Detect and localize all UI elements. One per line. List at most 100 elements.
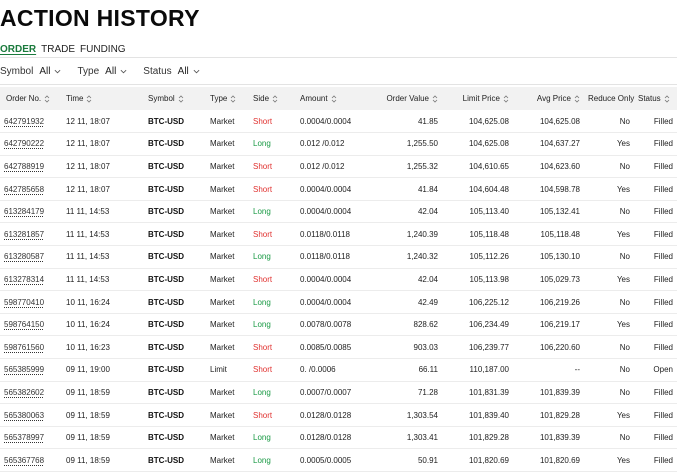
tab-trade[interactable]: TRADE	[41, 44, 76, 55]
amount-value: 0.0005/0.0005	[300, 455, 352, 465]
symbol-cell: BTC-USD	[144, 200, 206, 224]
col-side-label: Side	[253, 94, 270, 103]
table-row[interactable]: 565378997 09 11, 18:59 BTC-USD Market Long 0.…	[0, 426, 677, 450]
symbol-filter-select[interactable]: All	[39, 66, 61, 77]
order-no-value[interactable]: 565380063	[4, 410, 45, 420]
tab-funding[interactable]: FUNDING	[80, 44, 126, 55]
status-cell: Filled	[634, 381, 677, 405]
col-status[interactable]: Status	[634, 87, 677, 110]
table-row[interactable]: 565385999 09 11, 19:00 BTC-USD Limit Short 0.…	[0, 358, 677, 382]
col-time[interactable]: Time	[62, 87, 144, 110]
table-row[interactable]: 598770410 10 11, 16:24 BTC-USD Market Long 0.…	[0, 290, 677, 314]
amount-cell: 0.0004/0.0004	[296, 268, 373, 292]
status-value: Filled	[653, 320, 673, 330]
type-value: Market	[210, 139, 235, 149]
table-row[interactable]: 642788919 12 11, 18:07 BTC-USD Market Short 0…	[0, 155, 677, 179]
symbol-cell: BTC-USD	[144, 245, 206, 269]
order-no-value[interactable]: 613284179	[4, 207, 45, 217]
limit-price-value: 101,831.39	[468, 387, 509, 397]
table-row[interactable]: 598764150 10 11, 16:24 BTC-USD Market Long 0.…	[0, 313, 677, 337]
order-value-value: 41.85	[417, 116, 438, 126]
col-symbol[interactable]: Symbol	[144, 87, 206, 110]
side-cell: Long	[249, 200, 296, 224]
order-no-value[interactable]: 642785658	[4, 184, 45, 194]
limit-price-cell: 104,610.65	[442, 155, 513, 179]
order-no-value[interactable]: 642790222	[4, 139, 45, 149]
reduce-only-cell: No	[584, 155, 634, 179]
reduce-only-cell: No	[584, 110, 634, 134]
col-time-label: Time	[66, 94, 84, 103]
type-cell: Market	[206, 200, 249, 224]
status-cell: Filled	[634, 222, 677, 247]
type-filter-select[interactable]: All	[105, 66, 127, 77]
order-value-cell: 41.84	[373, 177, 442, 201]
reduce-only-value: No	[619, 297, 630, 307]
tab-order[interactable]: ORDER	[0, 44, 37, 55]
limit-price-cell: 101,831.39	[442, 381, 513, 405]
order-no-value[interactable]: 642791932	[4, 116, 45, 126]
order-no-cell: 565385999	[0, 358, 62, 382]
order-no-value[interactable]: 565382602	[4, 387, 45, 397]
col-limit-price[interactable]: Limit Price	[442, 87, 513, 110]
amount-cell: 0.0078/0.0078	[296, 313, 373, 337]
order-no-value[interactable]: 613278314	[4, 274, 45, 284]
table-row[interactable]: 598761560 10 11, 16:23 BTC-USD Market Short 0…	[0, 335, 677, 360]
time-cell: 12 11, 18:07	[62, 177, 144, 201]
time-cell: 10 11, 16:23	[62, 335, 144, 360]
type-cell: Market	[206, 155, 249, 179]
table-row[interactable]: 565382602 09 11, 18:59 BTC-USD Market Long 0.…	[0, 381, 677, 405]
col-avg-price[interactable]: Avg Price	[513, 87, 584, 110]
order-no-value[interactable]: 613281857	[4, 229, 45, 239]
table-row[interactable]: 613281857 11 11, 14:53 BTC-USD Market Short 0…	[0, 222, 677, 247]
type-value: Market	[210, 161, 235, 171]
order-no-value[interactable]: 598764150	[4, 320, 45, 330]
avg-price-cell: 104,637.27	[513, 132, 584, 156]
order-no-value[interactable]: 565385999	[4, 365, 45, 375]
order-value-cell: 1,303.54	[373, 403, 442, 427]
order-no-value[interactable]: 613280587	[4, 252, 45, 262]
table-row[interactable]: 565380063 09 11, 18:59 BTC-USD Market Short 0…	[0, 403, 677, 427]
limit-price-cell: 104,625.08	[442, 110, 513, 134]
order-no-value[interactable]: 598770410	[4, 297, 45, 307]
col-order-value[interactable]: Order Value	[373, 87, 442, 110]
order-value-value: 71.28	[417, 387, 438, 397]
table-row[interactable]: 642791932 12 11, 18:07 BTC-USD Market Short 0…	[0, 110, 677, 134]
table-row[interactable]: 613280587 11 11, 14:53 BTC-USD Market Long 0.…	[0, 245, 677, 269]
avg-price-cell: 105,118.48	[513, 222, 584, 247]
col-order-no[interactable]: Order No.	[0, 87, 62, 110]
type-cell: Market	[206, 335, 249, 360]
order-no-value[interactable]: 598761560	[4, 342, 45, 352]
time-value: 11 11, 14:53	[66, 207, 110, 217]
order-no-value[interactable]: 565367768	[4, 455, 45, 465]
amount-value: 0.012 /0.012	[300, 139, 345, 149]
status-value: Filled	[653, 139, 673, 149]
time-value: 09 11, 18:59	[66, 455, 110, 465]
avg-price-value: 101,829.28	[539, 410, 580, 420]
table-row[interactable]: 642790222 12 11, 18:07 BTC-USD Market Long 0.…	[0, 132, 677, 156]
table-row[interactable]: 642785658 12 11, 18:07 BTC-USD Market Short 0…	[0, 177, 677, 201]
type-cell: Market	[206, 222, 249, 247]
avg-price-cell: 105,029.73	[513, 268, 584, 292]
page-title: ACTION HISTORY	[0, 5, 200, 31]
symbol-value: BTC-USD	[148, 433, 184, 443]
table-row[interactable]: 565367768 09 11, 18:59 BTC-USD Market Long 0.…	[0, 448, 677, 472]
symbol-filter-label: Symbol	[0, 66, 34, 77]
status-cell: Filled	[634, 335, 677, 360]
table-row[interactable]: 613278314 11 11, 14:53 BTC-USD Market Short 0…	[0, 268, 677, 292]
filter-bar: Symbol All Type All Status All	[0, 66, 216, 77]
col-amount[interactable]: Amount	[296, 87, 373, 110]
order-no-value[interactable]: 565378997	[4, 433, 45, 443]
order-no-value[interactable]: 642788919	[4, 161, 45, 171]
avg-price-value: 106,219.26	[539, 297, 580, 307]
status-filter-select[interactable]: All	[178, 66, 200, 77]
col-type[interactable]: Type	[206, 87, 249, 110]
side-cell: Short	[249, 335, 296, 360]
table-row[interactable]: 613284179 11 11, 14:53 BTC-USD Market Long 0.…	[0, 200, 677, 224]
status-cell: Filled	[634, 200, 677, 224]
symbol-value: BTC-USD	[148, 297, 184, 307]
time-value: 12 11, 18:07	[66, 184, 110, 194]
col-side[interactable]: Side	[249, 87, 296, 110]
symbol-cell: BTC-USD	[144, 268, 206, 292]
time-cell: 09 11, 19:00	[62, 358, 144, 382]
status-value: Filled	[653, 455, 673, 465]
